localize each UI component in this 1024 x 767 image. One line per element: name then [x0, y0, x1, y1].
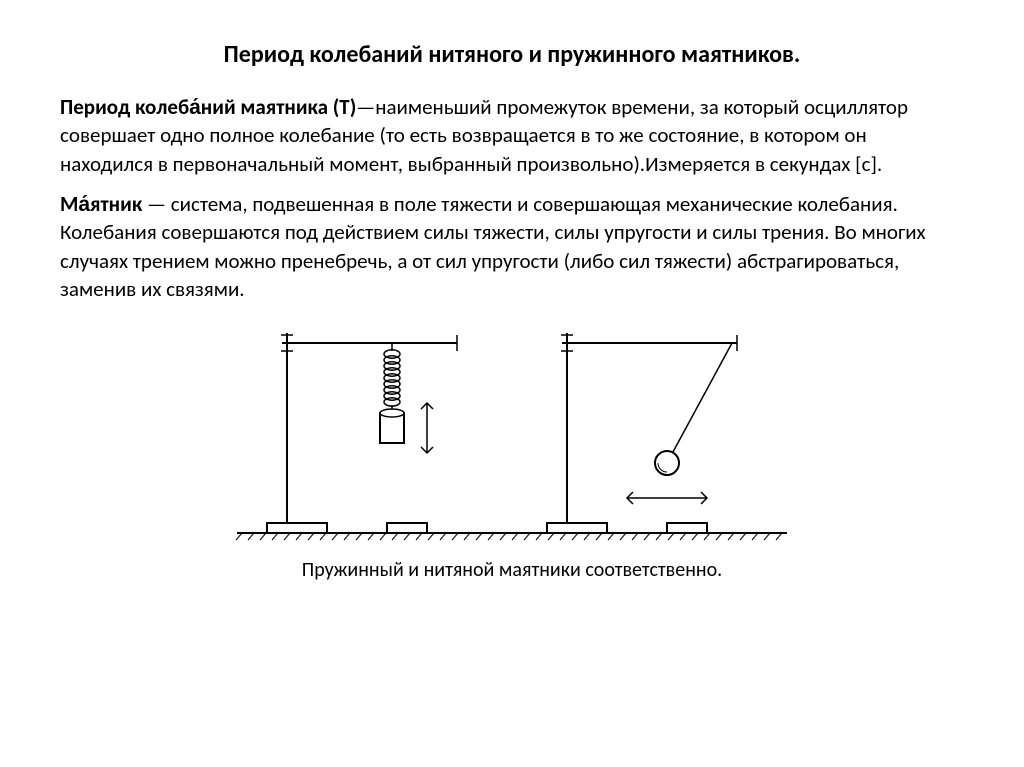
- definition-period: Период колеба́ний маятника (T)—наименьши…: [60, 93, 964, 178]
- definition-pendulum: Ма́ятник — система, подвешенная в поле т…: [60, 190, 964, 303]
- page-title: Период колебаний нитяного и пружинного м…: [60, 40, 964, 69]
- text-pendulum: — система, подвешенная в поле тяжести и …: [60, 191, 926, 302]
- figure-caption: Пружинный и нитяной маятники соответстве…: [60, 558, 964, 582]
- term-pendulum: Ма́ятник: [60, 191, 142, 217]
- term-period: Период колеба́ний маятника (T): [60, 94, 356, 120]
- figure-container: Пружинный и нитяной маятники соответстве…: [60, 323, 964, 582]
- pendulum-diagram: [227, 323, 797, 543]
